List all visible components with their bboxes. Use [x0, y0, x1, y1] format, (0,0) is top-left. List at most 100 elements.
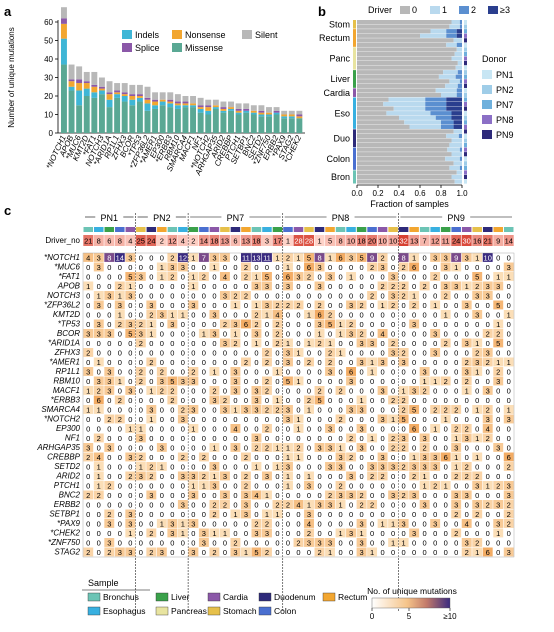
heatmap-cell-value: 2: [160, 367, 164, 376]
heatmap-cell-value: 2: [381, 253, 385, 262]
heatmap-cell: [104, 357, 115, 367]
heatmap-cell: [219, 376, 230, 386]
bar-segment-missense: [106, 107, 113, 133]
heatmap-cell: [104, 528, 115, 538]
heatmap-cell: [503, 462, 514, 471]
heatmap-cell-value: 0: [349, 462, 353, 471]
heatmap-cell: [230, 272, 241, 281]
driver-no-cell: [314, 235, 325, 246]
heatmap-cell: [104, 538, 115, 547]
heatmap-cell-value: 0: [328, 519, 332, 528]
heatmap-cell-value: 2: [486, 405, 490, 414]
heatmap-cell: [262, 519, 272, 528]
heatmap-cell: [482, 433, 493, 443]
heatmap-cell: [283, 367, 293, 376]
heatmap-cell: [419, 310, 430, 319]
heatmap-cell: [356, 281, 367, 291]
heatmap-cell: [114, 300, 125, 310]
fraction-segment-2: [456, 92, 462, 98]
heatmap-cell: [177, 338, 188, 348]
heatmap-cell-value: 0: [307, 329, 311, 338]
heatmap-cell-value: 0: [475, 415, 479, 424]
heatmap-cell: [167, 262, 178, 272]
heatmap-cell-value: 1: [97, 462, 101, 471]
heatmap-cell-value: 0: [212, 282, 216, 291]
heatmap-cell: [346, 367, 357, 376]
heatmap-cell: [398, 433, 409, 443]
heatmap-cell-value: 3: [107, 519, 111, 528]
bar-segment-missense: [83, 96, 90, 133]
heatmap-cell-value: 0: [338, 519, 342, 528]
heatmap-cell-value: 0: [86, 500, 90, 509]
heatmap-cell: [177, 262, 188, 272]
heatmap-cell-value: 0: [507, 339, 511, 348]
heatmap-cell: [83, 471, 94, 481]
heatmap-cell: [398, 395, 409, 405]
heatmap-cell: [409, 310, 420, 319]
heatmap-cell-value: 0: [349, 500, 353, 509]
heatmap-cell: [114, 253, 125, 262]
bar-segment-missense: [243, 112, 250, 133]
heatmap-cell-value: 4: [223, 272, 227, 281]
bar-segment-silent: [136, 84, 143, 95]
heatmap-cell: [135, 357, 146, 367]
heatmap-cell: [83, 462, 94, 471]
heatmap-cell: [146, 367, 157, 376]
heatmap-cell-value: 0: [402, 367, 406, 376]
bar-segment-indels: [83, 88, 90, 96]
heatmap-cell: [219, 272, 230, 281]
heatmap-cell: [125, 538, 136, 547]
heatmap-cell-value: 2: [465, 462, 469, 471]
heatmap-cell: [135, 471, 146, 481]
heatmap-cell: [104, 471, 115, 481]
heatmap-cell-value: 0: [265, 396, 269, 405]
fraction-segment-1: [449, 79, 460, 84]
donor-strip-cell: [464, 42, 467, 47]
bar-segment-silent: [114, 83, 121, 91]
heatmap-cell-value: 0: [370, 282, 374, 291]
heatmap-cell-value: 3: [349, 329, 353, 338]
legend-swatch-missense: [172, 43, 182, 52]
heatmap-cell: [198, 367, 209, 376]
heatmap-cell-value: 0: [212, 491, 216, 500]
heatmap-cell-value: 2: [338, 415, 342, 424]
heatmap-cell: [346, 433, 357, 443]
heatmap-cell-value: 0: [402, 272, 406, 281]
heatmap-cell: [409, 376, 420, 386]
heatmap-cell-value: 0: [202, 291, 206, 300]
heatmap-cell-value: 1: [139, 424, 143, 433]
heatmap-cell: [388, 443, 399, 452]
bar-segment-missense: [190, 107, 197, 133]
heatmap-cell-value: 0: [223, 329, 227, 338]
heatmap-cell-value: 0: [86, 529, 90, 538]
heatmap-cell: [251, 462, 262, 471]
heatmap-cell: [230, 405, 241, 414]
heatmap-cell: [283, 471, 293, 481]
fraction-segment-0: [357, 42, 447, 47]
heatmap-cell-value: 0: [496, 548, 500, 557]
heatmap-cell: [167, 443, 178, 452]
bar-segment-nonsense: [61, 23, 67, 39]
heatmap-cell-value: 2: [244, 291, 248, 300]
heatmap-cell-value: 0: [454, 310, 458, 319]
heatmap-cell: [293, 253, 304, 262]
heatmap-cell-value: 0: [307, 424, 311, 433]
heatmap-cell: [283, 395, 293, 405]
heatmap-cell-value: 1: [191, 424, 195, 433]
tissue-label: Eso: [334, 108, 350, 118]
heatmap-cell-value: 2: [349, 320, 353, 329]
heatmap-cell: [135, 281, 146, 291]
heatmap-cell-value: 0: [486, 519, 490, 528]
heatmap-cell: [198, 300, 209, 310]
heatmap-cell: [430, 528, 441, 538]
heatmap-cell-value: 1: [97, 405, 101, 414]
heatmap-cell: [272, 386, 283, 395]
bar-segment-silent: [61, 7, 67, 19]
heatmap-cell: [125, 348, 136, 357]
heatmap-cell-value: 0: [454, 367, 458, 376]
heatmap-cell-value: 3: [107, 329, 111, 338]
sample-type-cell: [335, 227, 346, 232]
driver-no-cell: [125, 235, 136, 246]
heatmap-cell-value: 0: [244, 443, 248, 452]
heatmap-cell-value: 1: [254, 462, 258, 471]
